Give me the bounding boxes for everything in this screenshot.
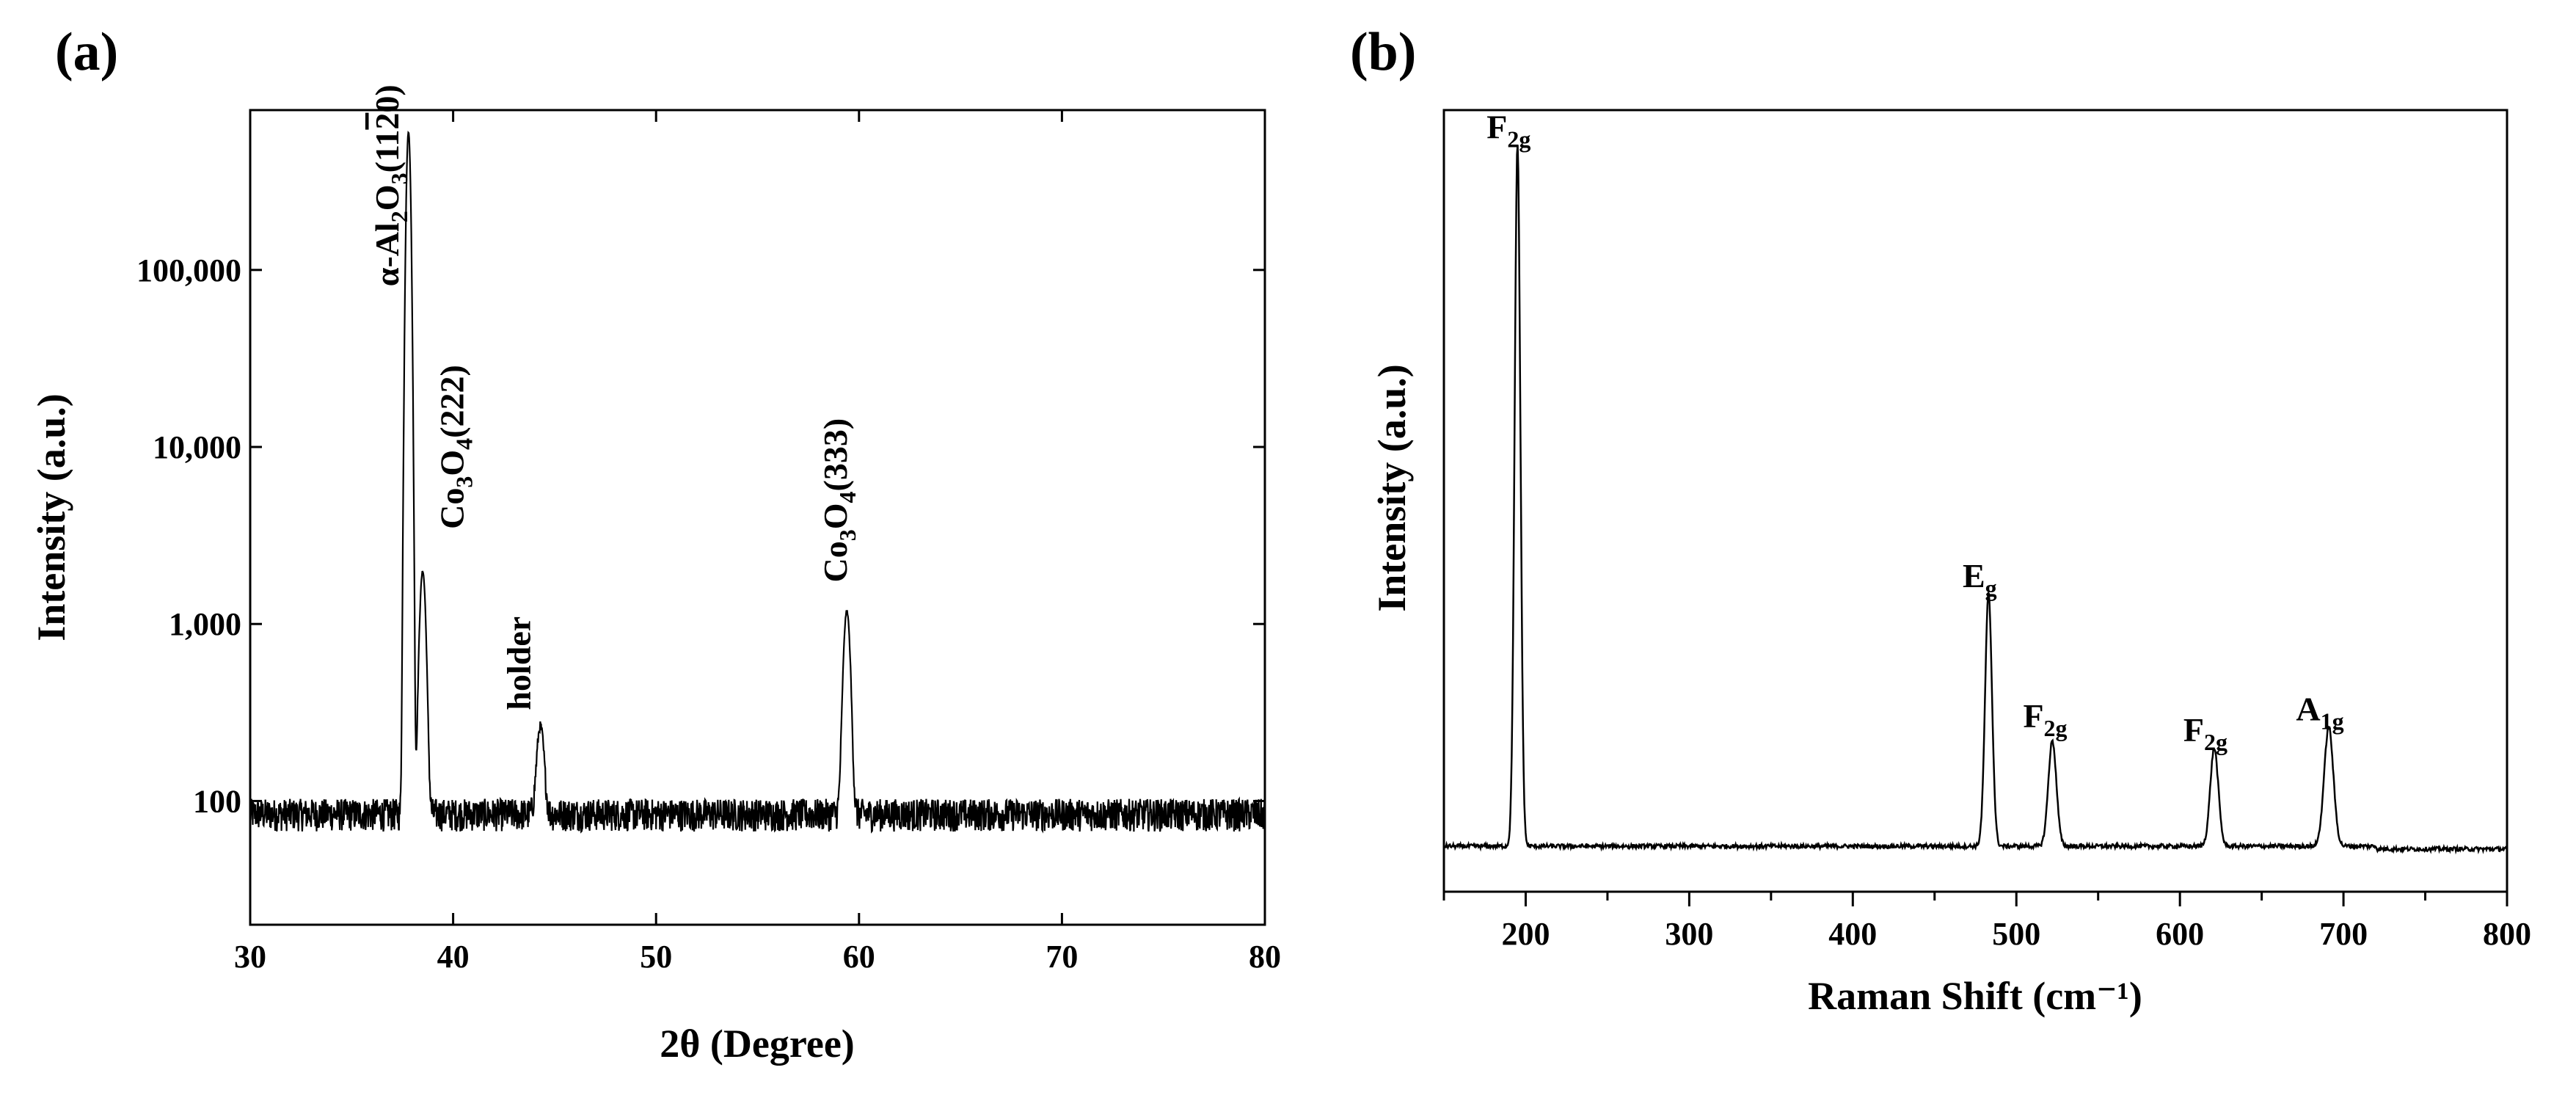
raman-peak-label-f2g-522: F2g [2023,697,2067,741]
raman-chart: (b) 200 300 400 500 600 700 800 F2g Eg F2g F2g A1g… [1350,22,2531,1018]
xrd-y-tick-label: 100 [193,783,241,819]
panel-label-a: (a) [55,22,118,82]
xrd-x-axis-title: 2θ (Degree) [660,1022,855,1066]
raman-peak-label-a1g-691: A1g [2296,691,2343,735]
xrd-x-tick-label: 80 [1249,939,1281,975]
raman-x-axis-title: Raman Shift (cm⁻¹) [1808,974,2142,1018]
xrd-y-tick-label: 10,000 [153,429,241,465]
xrd-x-tick-label: 70 [1046,939,1078,975]
xrd-peak-annotations: α-Al2O3(1120) Co3O4(222) holder Co3O4(333) [368,84,861,710]
raman-series-line [1443,145,2509,855]
xrd-peak-label-co3o4-333: Co3O4(333) [817,418,861,583]
raman-peak-annotations: F2g Eg F2g F2g A1g [1486,109,2343,756]
xrd-chart: (a) 30 40 50 60 70 80 100 1,000 10,000 100,000 α… [29,22,1281,1066]
raman-x-tick-label: 300 [1665,916,1713,952]
raman-x-tick-label: 700 [2319,916,2368,952]
xrd-plot-frame [249,109,1266,926]
xrd-x-tick-label: 60 [843,939,875,975]
xrd-x-tick-label: 40 [437,939,470,975]
xrd-x-ticks: 30 40 50 60 70 80 [234,110,1281,975]
xrd-peak-label-co3o4-222: Co3O4(222) [433,365,477,529]
xrd-x-tick-label: 50 [640,939,672,975]
xrd-series-line [249,130,1266,834]
panel-label-b: (b) [1350,22,1416,82]
raman-peak-label-f2g-621: F2g [2183,711,2227,755]
raman-x-tick-label: 400 [1828,916,1877,952]
xrd-peak-label-holder: holder [500,616,538,710]
raman-peak-label-f2g-195: F2g [1486,109,1530,153]
xrd-peak-label-al2o3: α-Al2O3(1120) [368,84,412,286]
xrd-y-tick-label: 100,000 [136,252,241,288]
raman-x-tick-label: 500 [1992,916,2040,952]
raman-plot-frame [1442,109,2509,893]
raman-peak-label-eg-483: Eg [1963,557,1997,601]
raman-y-axis-title: Intensity (a.u.) [1370,364,1414,612]
xrd-x-tick-label: 30 [234,939,266,975]
raman-x-ticks: 200 300 400 500 600 700 800 [1442,892,2531,952]
xrd-y-axis-title: Intensity (a.u.) [29,393,73,641]
raman-x-tick-label: 800 [2483,916,2531,952]
xrd-y-ticks: 100 1,000 10,000 100,000 [136,252,1265,819]
raman-x-tick-label: 200 [1501,916,1550,952]
xrd-y-tick-label: 1,000 [169,606,241,642]
raman-x-tick-label: 600 [2156,916,2204,952]
